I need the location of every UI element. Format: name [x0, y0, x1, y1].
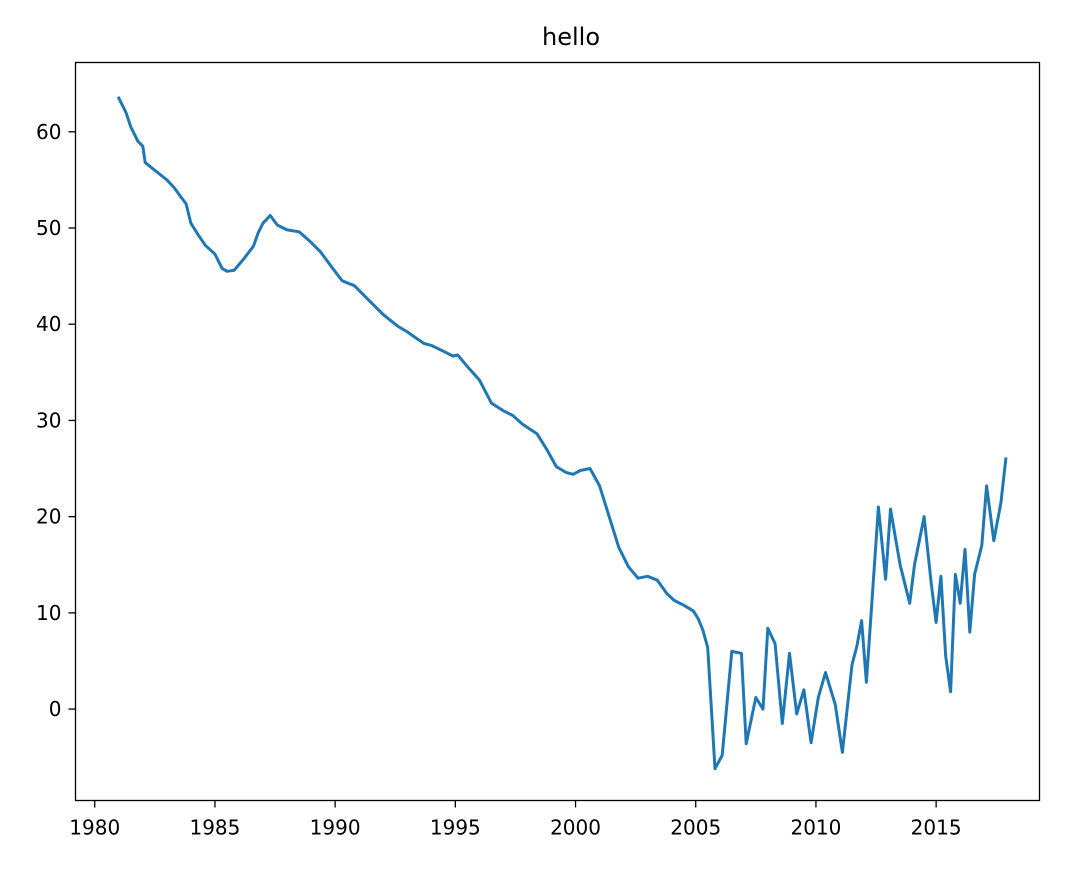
x-tick-label: 1990: [310, 816, 361, 840]
x-tick-label: 2000: [550, 816, 601, 840]
y-tick-label: 30: [36, 408, 61, 432]
series-layer: [116, 96, 1008, 771]
y-tick-label: 60: [36, 120, 61, 144]
x-tick-label: 2005: [670, 816, 721, 840]
x-tick-label: 1995: [430, 816, 481, 840]
y-tick-label: 20: [36, 505, 61, 529]
y-tick-label: 0: [49, 697, 62, 721]
chart-title: hello: [542, 23, 600, 51]
x-tick-label: 1985: [189, 816, 240, 840]
y-tick-label: 10: [36, 601, 61, 625]
x-tick-label: 1980: [69, 816, 120, 840]
y-tick-label: 50: [36, 216, 61, 240]
x-tick-label: 2015: [911, 816, 962, 840]
plot-frame: [74, 61, 1041, 802]
series-line-0: [116, 96, 1008, 771]
x-tick-label: 2010: [790, 816, 841, 840]
y-tick-label: 40: [36, 312, 61, 336]
axes-layer: 1980 1985 1990 1995 2000 2005 2010 2015 0 10 20 30 4…: [36, 120, 962, 840]
